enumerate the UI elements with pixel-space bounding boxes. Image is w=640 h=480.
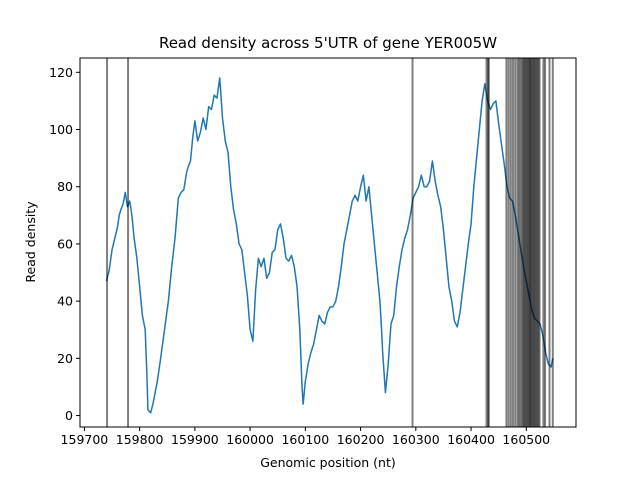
y-axis-label: Read density bbox=[23, 201, 38, 283]
y-tick-label: 40 bbox=[57, 294, 73, 309]
x-tick-label: 160500 bbox=[502, 432, 550, 447]
y-tick-label: 20 bbox=[57, 351, 73, 366]
x-tick-label: 159700 bbox=[61, 432, 109, 447]
x-tick-label: 160200 bbox=[337, 432, 385, 447]
x-tick-label: 160100 bbox=[281, 432, 329, 447]
y-tick-label: 60 bbox=[57, 236, 73, 251]
y-ticks: 0 20 40 60 80 100 120 bbox=[49, 65, 80, 423]
y-tick-label: 100 bbox=[49, 122, 73, 137]
x-axis-label: Genomic position (nt) bbox=[260, 455, 396, 470]
y-tick-label: 0 bbox=[65, 408, 73, 423]
x-ticks: 159700 159800 159900 160000 160100 160200 1603… bbox=[61, 427, 550, 447]
plot-layer bbox=[105, 58, 554, 427]
y-tick-label: 120 bbox=[49, 65, 73, 80]
x-tick-label: 160000 bbox=[226, 432, 274, 447]
series-line-0 bbox=[105, 77, 554, 414]
x-tick-label: 159800 bbox=[116, 432, 164, 447]
chart-title: Read density across 5'UTR of gene YER005… bbox=[159, 34, 497, 52]
axes-frame bbox=[79, 57, 577, 428]
y-tick-label: 80 bbox=[57, 179, 73, 194]
x-tick-label: 160400 bbox=[447, 432, 495, 447]
x-tick-label: 160300 bbox=[392, 432, 440, 447]
x-tick-label: 159900 bbox=[171, 432, 219, 447]
